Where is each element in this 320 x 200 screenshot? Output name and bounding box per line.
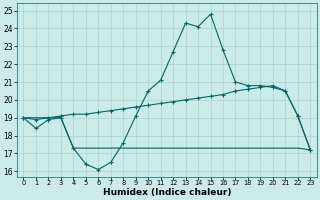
X-axis label: Humidex (Indice chaleur): Humidex (Indice chaleur) xyxy=(103,188,231,197)
